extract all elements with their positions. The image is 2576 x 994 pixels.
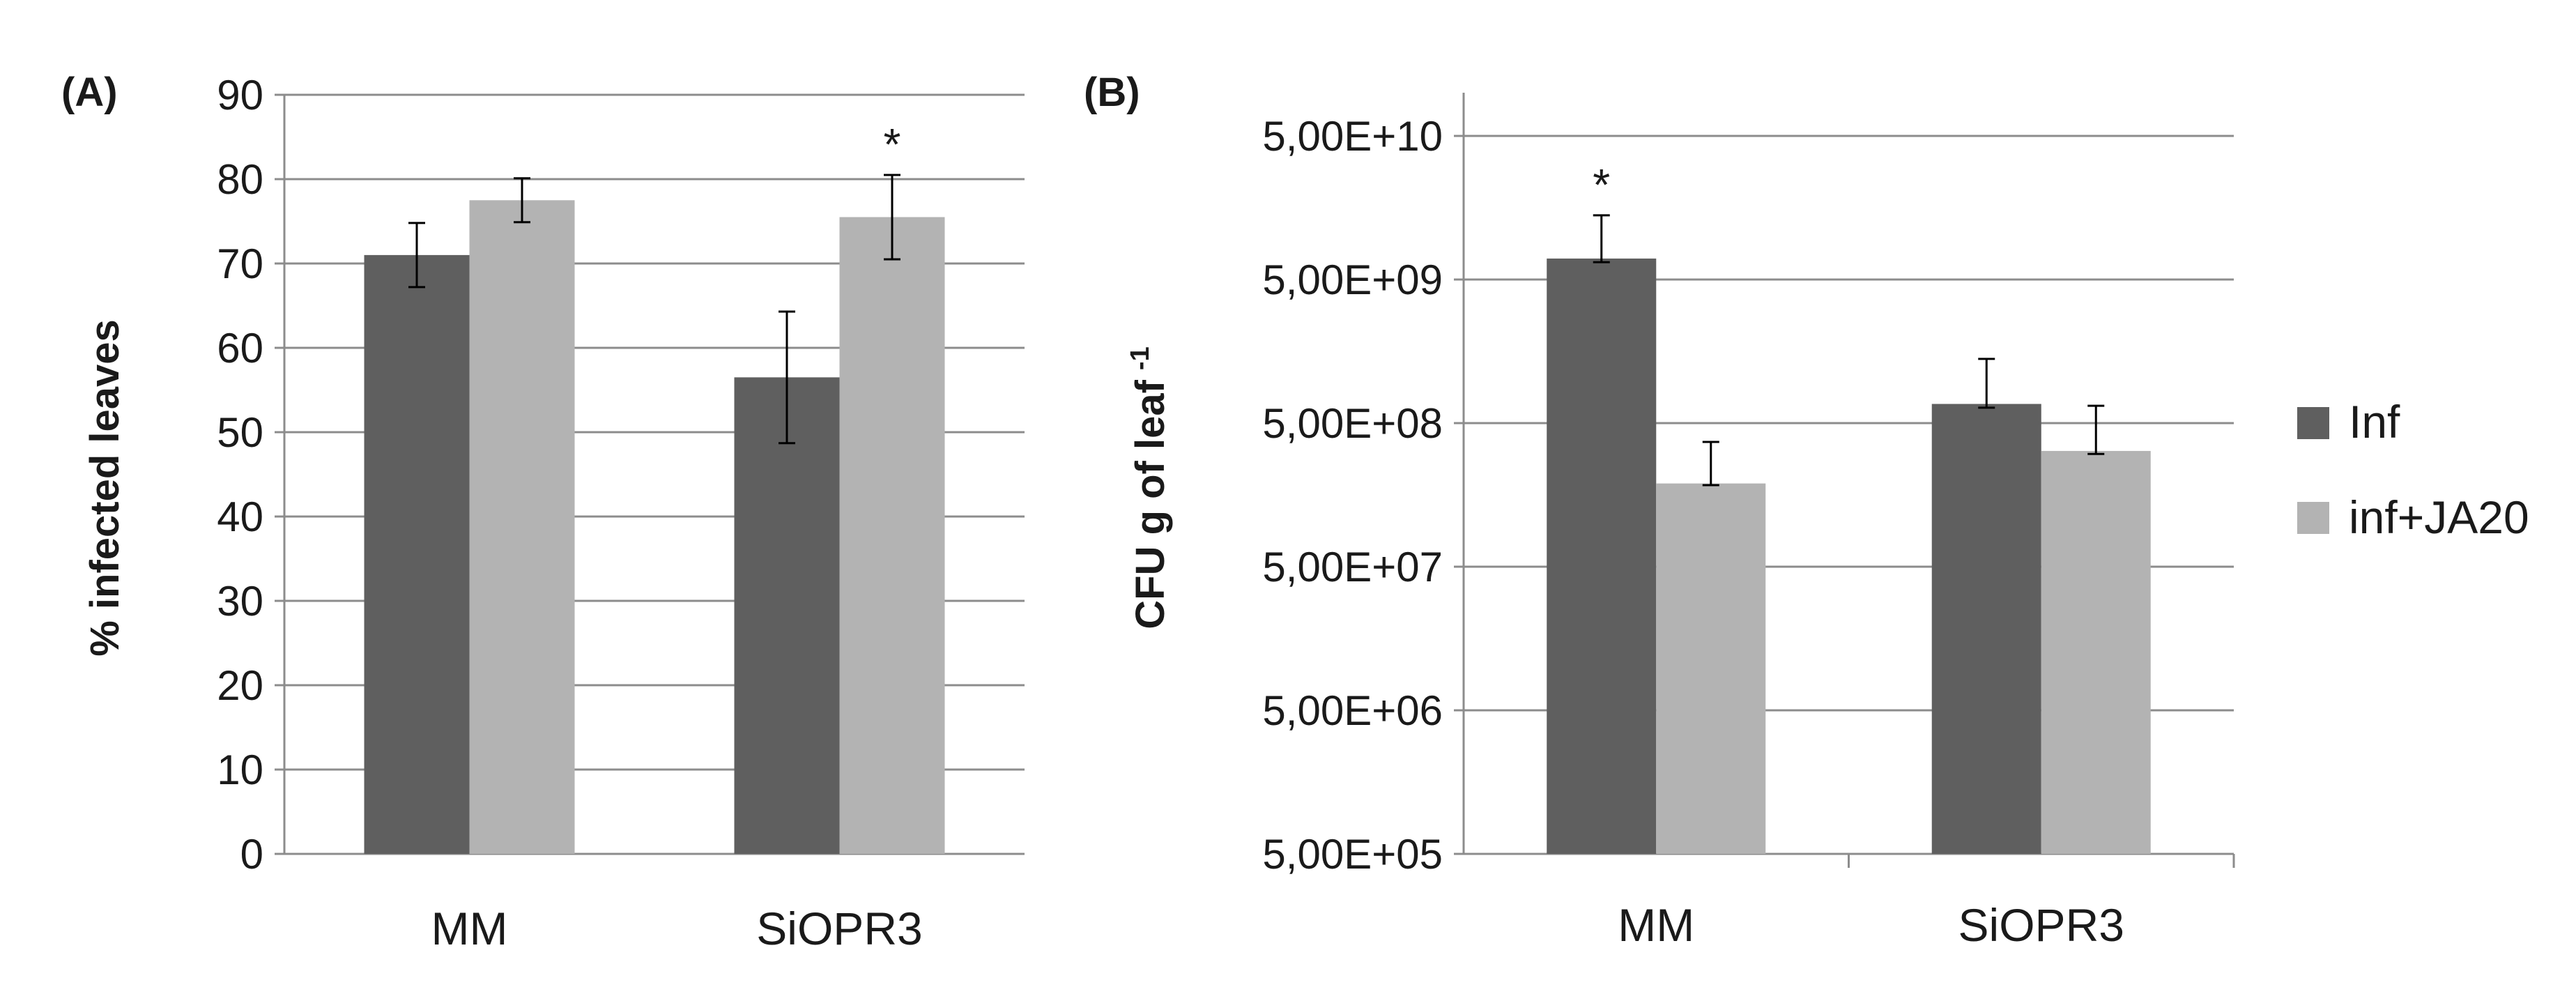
panel-a-x-tick-label-siopr3: SiOPR3 (756, 903, 922, 954)
panel-a-y-tick-label: 40 (217, 494, 263, 540)
panel-b-bar-siopr3-inf-ja20 (2041, 450, 2151, 854)
panel-b-bar-mm-inf-ja20 (1656, 483, 1766, 854)
panel-b-x-tick-label-mm: MM (1618, 899, 1694, 951)
panel-b-y-tick-label: 5,00E+10 (1262, 113, 1443, 160)
panel-a-significance-marker: * (884, 119, 901, 169)
panel-b-y-tick-label: 5,00E+05 (1262, 831, 1443, 878)
panel-a-y-tick-label: 30 (217, 578, 263, 625)
panel-a-y-tick-label: 20 (217, 662, 263, 709)
panel-b-y-tick-label: 5,00E+06 (1262, 687, 1443, 734)
panel-a-y-axis-label: % infected leaves (82, 319, 128, 657)
panel-a-x-tick-label-mm: MM (431, 903, 508, 954)
panel-a-y-tick-label: 90 (217, 72, 263, 118)
panel-b-y-tick-label: 5,00E+08 (1262, 400, 1443, 447)
panel-b-y-tick-label: 5,00E+09 (1262, 257, 1443, 303)
chart-panel-b: (B) CFU g of leaf -1 5,00E+05 5,00E+06 5,00… (1084, 70, 2235, 951)
panel-a-bar-mm-inf (364, 254, 470, 854)
chart-panel-a: (A) % infected leaves 0 10 20 30 40 50 60 70 80 9… (61, 70, 1025, 954)
panel-b-significance-marker: * (1593, 160, 1610, 210)
panel-b-y-axis-label-main: CFU g of leaf (1128, 379, 1173, 629)
legend-swatch-inf-ja20 (2297, 502, 2329, 534)
panel-a-y-tick-label: 60 (217, 325, 263, 372)
legend-swatch-inf (2297, 407, 2329, 439)
panel-b-label: (B) (1084, 70, 1140, 115)
panel-a-y-tick-label: 50 (217, 409, 263, 456)
panel-a-label: (A) (61, 70, 118, 115)
panel-b-y-tick-label: 5,00E+07 (1262, 544, 1443, 590)
legend-label-inf: Inf (2349, 396, 2400, 448)
panel-a-bar-siopr3-inf-ja20 (839, 217, 945, 854)
panel-a-y-tick-label: 70 (217, 240, 263, 287)
legend: Inf inf+JA20 (2297, 396, 2529, 543)
panel-a-y-tick-label: 80 (217, 156, 263, 203)
panel-a-y-tick-label: 0 (240, 831, 263, 878)
legend-label-inf-ja20: inf+JA20 (2349, 491, 2529, 543)
panel-b-bar-siopr3-inf (1931, 404, 2041, 854)
panel-b-x-tick-label-siopr3: SiOPR3 (1958, 899, 2124, 951)
panel-a-y-tick-label: 10 (217, 747, 263, 793)
panel-a-bar-mm-inf-ja20 (469, 200, 575, 854)
panel-b-y-axis-label-exponent: -1 (1126, 346, 1155, 370)
panel-b-bar-mm-inf (1547, 258, 1657, 855)
panel-a-bar-siopr3-inf (734, 377, 840, 854)
panel-b-y-axis-label: CFU g of leaf -1 (1126, 346, 1173, 629)
